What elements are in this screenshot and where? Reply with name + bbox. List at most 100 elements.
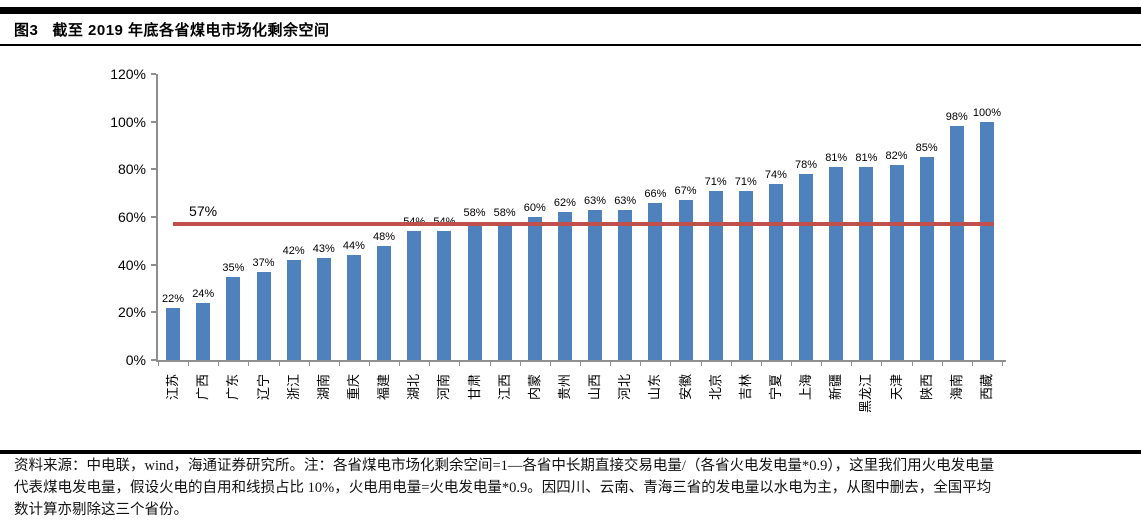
x-axis-tick	[610, 362, 612, 366]
bar-value-label: 67%	[674, 185, 697, 198]
x-category-label: 贵州	[556, 374, 572, 401]
figure-title: 图3 截至 2019 年底各省煤电市场化剩余空间	[14, 19, 330, 40]
bar	[226, 276, 241, 360]
y-axis-tick	[151, 168, 156, 171]
bar	[256, 271, 271, 360]
bar	[799, 174, 814, 360]
bar-value-label: 58%	[493, 206, 516, 219]
x-category-label: 西藏	[978, 374, 994, 401]
x-axis-tick	[760, 362, 762, 366]
bar-chart: 0% 20% 40% 60% 80% 100% 120% 22% 江苏 24% 广西 35% 广东 37%…	[0, 55, 1141, 455]
bar-value-label: 78%	[795, 159, 818, 172]
x-category-label: 黑龙江	[858, 374, 874, 414]
x-axis-tick	[670, 362, 672, 366]
x-axis-tick	[188, 362, 190, 366]
figure-number: 图3	[14, 22, 39, 39]
bar	[618, 209, 633, 360]
source-note-line: 数计算亦剔除这三个省份。	[14, 502, 188, 518]
average-reference-label: 57%	[189, 203, 218, 220]
x-axis-tick	[278, 362, 280, 366]
bar	[949, 126, 964, 360]
y-axis-tick-label: 100%	[110, 113, 146, 130]
x-category-label: 福建	[376, 374, 392, 401]
bar-value-label: 71%	[734, 175, 757, 188]
x-category-label: 山东	[647, 374, 663, 401]
bar	[346, 255, 361, 360]
x-axis-tick	[700, 362, 702, 366]
bar-value-label: 37%	[252, 256, 275, 269]
x-axis-tick	[1002, 362, 1003, 366]
x-axis-tick	[821, 362, 823, 366]
x-category-label: 北京	[707, 374, 723, 401]
bar-value-label: 74%	[764, 168, 787, 181]
bar-value-label: 58%	[463, 206, 486, 219]
x-category-label: 天津	[888, 374, 904, 401]
bar-value-label: 60%	[523, 202, 546, 214]
x-axis-tick	[941, 362, 943, 366]
bar	[919, 157, 934, 360]
y-axis-tick-label: 60%	[117, 209, 146, 225]
bar-value-label: 43%	[312, 242, 335, 255]
bar	[437, 231, 452, 360]
bar	[166, 307, 181, 360]
bar	[286, 259, 301, 360]
x-axis-tick	[730, 362, 732, 366]
y-axis-tick-label: 20%	[117, 304, 146, 321]
source-note-line: 资料来源：中电联，wind，海通证券研究所。注：各省煤电市场化剩余空间=1—各省…	[14, 458, 995, 474]
y-axis-tick	[151, 120, 156, 123]
x-axis-tick	[971, 362, 973, 366]
bar	[979, 121, 994, 360]
y-axis-tick-label: 0%	[125, 352, 146, 368]
x-axis-tick	[851, 362, 853, 366]
bar-value-label: 35%	[222, 261, 245, 274]
y-axis-tick-label: 120%	[110, 66, 146, 82]
bar-value-label: 42%	[282, 244, 305, 257]
x-category-label: 河北	[617, 374, 633, 401]
y-axis-tick-label: 80%	[117, 161, 146, 178]
bar	[497, 221, 512, 360]
bar	[588, 209, 603, 360]
x-axis-tick	[459, 362, 461, 366]
x-axis-tick	[399, 362, 401, 366]
x-axis-tick	[308, 362, 310, 366]
bar-value-label: 63%	[584, 194, 607, 207]
bar-value-label: 48%	[373, 230, 396, 243]
bar	[407, 231, 422, 360]
x-axis-tick	[580, 362, 581, 366]
bar	[377, 245, 392, 360]
bar-value-label: 63%	[614, 194, 637, 207]
x-axis-tick	[640, 362, 642, 366]
x-axis-tick	[549, 362, 551, 366]
x-category-label: 湖北	[406, 374, 422, 401]
x-category-label: 广西	[195, 374, 211, 401]
bar	[557, 212, 572, 360]
bar	[708, 190, 723, 360]
title-divider	[0, 44, 1141, 46]
bar	[196, 302, 211, 360]
x-category-label: 河南	[436, 374, 452, 401]
y-axis-tick	[151, 359, 156, 361]
bar	[316, 257, 331, 360]
x-axis-tick	[369, 362, 370, 366]
x-category-label: 宁夏	[767, 374, 783, 401]
x-category-label: 辽宁	[255, 374, 271, 401]
bar	[859, 166, 874, 360]
x-axis-tick	[338, 362, 340, 366]
x-axis-tick	[248, 362, 250, 366]
figure-title-text: 截至 2019 年底各省煤电市场化剩余空间	[52, 22, 330, 39]
x-axis-tick	[429, 362, 431, 366]
bar-value-label: 85%	[915, 142, 938, 155]
x-category-label: 山西	[587, 374, 603, 401]
x-axis-tick	[791, 362, 792, 366]
bar-value-label: 82%	[885, 149, 908, 162]
x-axis-tick	[881, 362, 883, 366]
average-reference-line	[173, 222, 994, 227]
bar-value-label: 100%	[972, 106, 1001, 119]
x-category-label: 甘肃	[466, 374, 482, 401]
bar-value-label: 62%	[553, 197, 576, 210]
bar-value-label: 66%	[644, 187, 667, 200]
x-category-label: 内蒙	[526, 374, 542, 401]
x-category-label: 上海	[798, 374, 814, 401]
y-axis-tick	[151, 73, 156, 75]
x-category-label: 陕西	[918, 374, 934, 401]
